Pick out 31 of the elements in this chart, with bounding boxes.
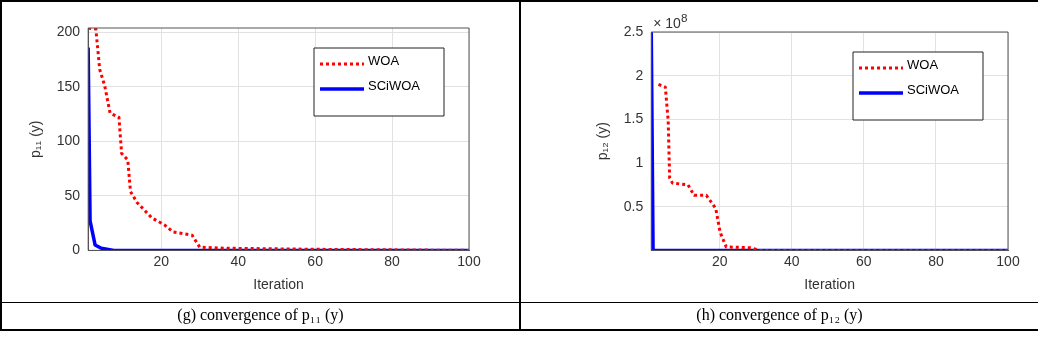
y-tick-label: 0 [72, 241, 81, 258]
y-tick-label: 1.5 [623, 110, 644, 127]
text: (g) convergence of p₁₁ (y) [2, 302, 519, 329]
x-axis-title: Iteration [804, 276, 855, 293]
y-axis-title: p₁₂ (y) [594, 122, 611, 161]
x-axis-title: Iteration [253, 276, 304, 293]
x-tick-label: 80 [384, 252, 401, 269]
y-tick-label: 2.5 [623, 22, 644, 39]
x-tick-label: 100 [457, 252, 481, 269]
y-tick-label: 50 [64, 186, 81, 203]
x-tick-label: 40 [784, 252, 800, 269]
y-tick-label: 2 [635, 66, 644, 83]
text: (h) convergence of p₁₂ (y) [521, 302, 1038, 329]
x-tick-label: 40 [230, 252, 247, 269]
y-tick-label: 0.5 [623, 197, 644, 214]
x-tick-label: 80 [928, 252, 944, 269]
legend-label: SCiWOA [368, 77, 421, 93]
x-tick-label: 100 [996, 252, 1020, 269]
x-tick-label: 60 [307, 252, 324, 269]
y-tick-label: 1 [635, 153, 644, 170]
y-axis-title: p₁₁ (y) [27, 120, 44, 158]
x-tick-label: 60 [856, 252, 872, 269]
x-tick-label: 20 [153, 252, 170, 269]
legend-label: WOA [907, 56, 939, 72]
x-tick-label: 20 [711, 252, 728, 269]
y-tick-label: 150 [56, 77, 81, 94]
text: × 10$^{8}$ [653, 10, 688, 31]
y-tick-label: 100 [56, 132, 81, 149]
legend-label: SCiWOA [907, 81, 960, 97]
y-tick-label: 200 [56, 23, 81, 40]
legend-label: WOA [368, 52, 400, 68]
